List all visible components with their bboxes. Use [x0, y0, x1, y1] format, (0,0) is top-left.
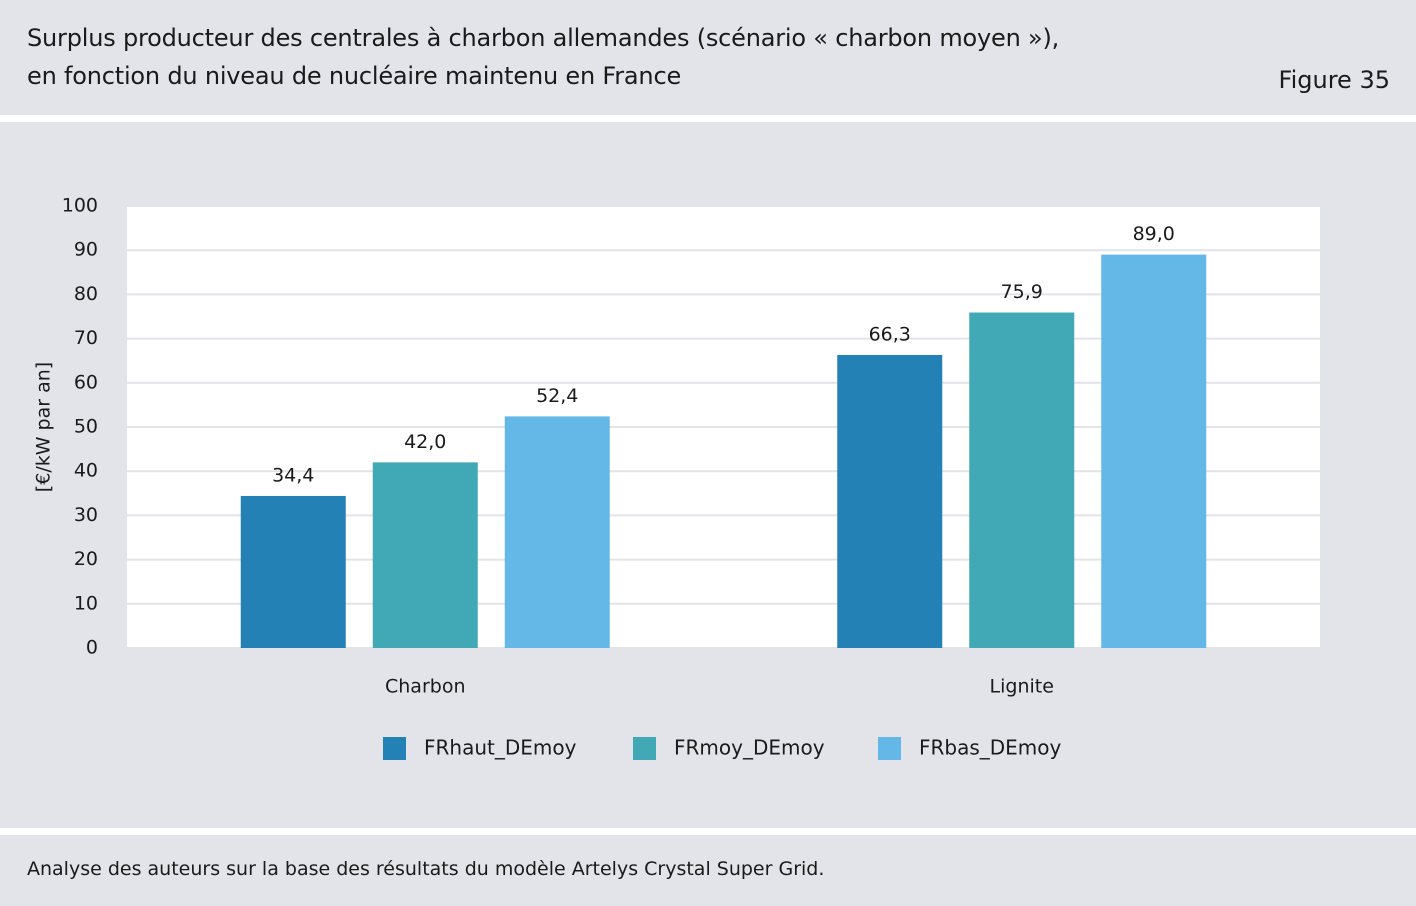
legend-label-FRhaut_DEmoy: FRhaut_DEmoy: [424, 736, 577, 760]
y-tick-label: 90: [74, 239, 98, 261]
value-labels: 34,4 42,0 52,4 66,3 75,9 89,0: [272, 223, 1175, 486]
value-label: 66,3: [869, 323, 911, 345]
bar-FRmoy_DEmoy-charbon: [372, 462, 478, 648]
value-label: 34,4: [272, 464, 314, 486]
bars: [240, 254, 1207, 648]
bar-FRmoy_DEmoy-lignite: [969, 312, 1075, 648]
figure-number: Figure 35: [1278, 66, 1390, 94]
y-tick-label: 80: [74, 283, 98, 305]
y-tick-label: 60: [74, 371, 98, 393]
y-axis-ticks: 0 10 20 30 40 50 60 70 80 90 100: [62, 195, 98, 659]
y-tick-label: 30: [74, 504, 98, 526]
bar-FRbas_DEmoy-charbon: [504, 416, 610, 648]
value-label: 42,0: [404, 431, 446, 453]
legend: FRhaut_DEmoy FRmoy_DEmoy FRbas_DEmoy: [383, 736, 1062, 760]
bar-FRhaut_DEmoy-lignite: [837, 354, 943, 648]
bar-chart: 0 10 20 30 40 50 60 70 80 90 100 34,4 42,0 52,4 66,3 7…: [33, 195, 1320, 760]
y-tick-label: 10: [74, 592, 98, 614]
value-label: 52,4: [536, 385, 578, 407]
legend-swatch-FRmoy_DEmoy: [633, 737, 656, 760]
legend-label-FRbas_DEmoy: FRbas_DEmoy: [919, 736, 1062, 760]
category-label-charbon: Charbon: [385, 676, 466, 698]
category-labels: Charbon Lignite: [385, 676, 1054, 698]
y-tick-label: 20: [74, 548, 98, 570]
value-label: 75,9: [1001, 281, 1043, 303]
bar-FRbas_DEmoy-lignite: [1101, 254, 1207, 648]
footer-panel: Analyse des auteurs sur la base des résu…: [0, 835, 1416, 906]
y-tick-label: 0: [86, 637, 98, 659]
source-note: Analyse des auteurs sur la base des résu…: [27, 858, 825, 880]
legend-swatch-FRbas_DEmoy: [878, 737, 901, 760]
header-panel: Surplus producteur des centrales à charb…: [0, 0, 1416, 115]
legend-label-FRmoy_DEmoy: FRmoy_DEmoy: [674, 736, 825, 760]
chart-title-line-1: Surplus producteur des centrales à charb…: [27, 24, 1060, 52]
y-tick-label: 40: [74, 460, 98, 482]
y-tick-label: 50: [74, 416, 98, 438]
category-label-lignite: Lignite: [990, 676, 1054, 698]
y-axis-title: [€/kW par an]: [33, 362, 55, 492]
bar-FRhaut_DEmoy-charbon: [240, 495, 346, 648]
legend-swatch-FRhaut_DEmoy: [383, 737, 406, 760]
y-tick-label: 70: [74, 327, 98, 349]
y-tick-label: 100: [62, 195, 98, 217]
value-label: 89,0: [1133, 223, 1175, 245]
chart-title-line-2: en fonction du niveau de nucléaire maint…: [27, 62, 682, 90]
